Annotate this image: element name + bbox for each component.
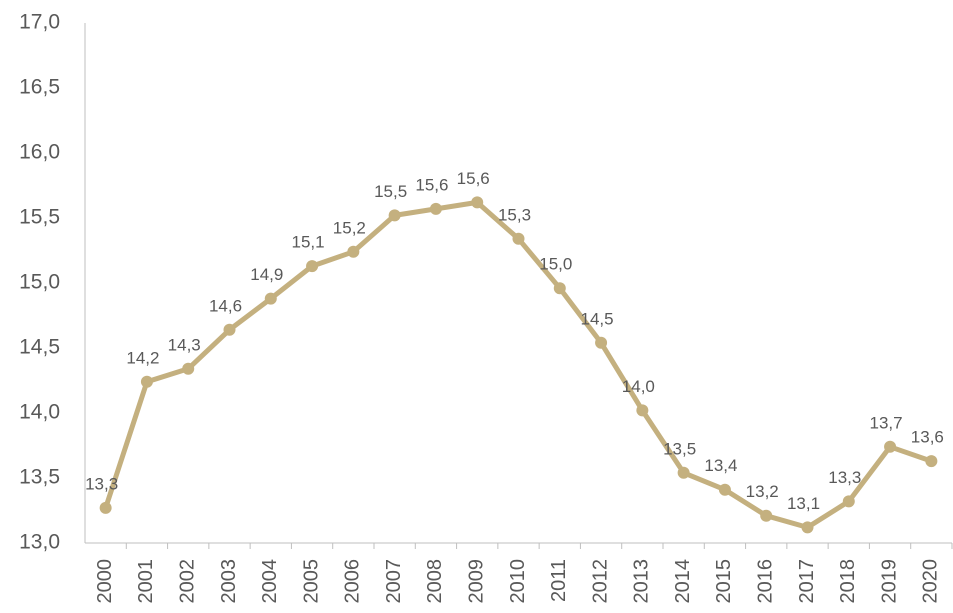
- x-tick-label: 2005: [300, 559, 322, 604]
- point: [99, 501, 112, 514]
- point: [140, 375, 153, 388]
- data-label: 14,5: [581, 309, 614, 328]
- y-tick-label: 15,5: [19, 206, 60, 229]
- data-label: 13,5: [663, 439, 696, 458]
- data-label: 15,5: [374, 182, 407, 201]
- x-tick-label: 2001: [135, 559, 157, 604]
- point: [677, 466, 690, 479]
- data-label: 13,6: [911, 428, 944, 447]
- y-tick-label: 13,0: [19, 531, 60, 554]
- point: [223, 323, 236, 336]
- x-tick-label: 2016: [754, 559, 776, 604]
- point: [388, 209, 401, 222]
- data-label: 13,1: [787, 494, 820, 513]
- x-tick-label: 2003: [218, 559, 240, 604]
- x-tick-label: 2010: [507, 559, 529, 604]
- data-label: 15,3: [498, 205, 531, 224]
- data-label: 15,2: [333, 218, 366, 237]
- point: [760, 509, 773, 522]
- point: [347, 245, 360, 258]
- point: [925, 455, 938, 468]
- y-tick-label: 16,0: [19, 141, 60, 164]
- point: [512, 232, 525, 245]
- data-label: 13,2: [746, 482, 779, 501]
- x-tick-label: 2015: [713, 559, 735, 604]
- data-label: 15,1: [292, 233, 325, 252]
- point: [801, 521, 814, 534]
- data-label: 14,0: [622, 377, 655, 396]
- data-label: 14,3: [168, 335, 201, 354]
- point: [842, 495, 855, 508]
- point: [553, 282, 566, 295]
- data-label: 13,3: [828, 468, 861, 487]
- data-label: 13,7: [870, 413, 903, 432]
- point: [429, 202, 442, 215]
- y-tick-label: 15,0: [19, 271, 60, 294]
- x-tick-label: 2013: [631, 559, 653, 604]
- x-tick-label: 2009: [465, 559, 487, 604]
- x-tick-label: 2018: [837, 559, 859, 604]
- point: [182, 362, 195, 375]
- x-tick-label: 2008: [424, 559, 446, 604]
- x-tick-label: 2000: [94, 559, 116, 604]
- data-label: 15,6: [415, 175, 448, 194]
- point: [884, 440, 897, 453]
- line: [103, 199, 933, 530]
- x-tick-label: 2014: [672, 559, 694, 604]
- data-label: 13,3: [85, 474, 118, 493]
- x-tick-label: 2020: [920, 559, 942, 604]
- data-label: 15,0: [539, 255, 572, 274]
- point: [471, 196, 484, 209]
- x-tick-label: 2006: [342, 559, 364, 604]
- point: [636, 404, 649, 417]
- y-tick-label: 17,0: [19, 11, 60, 34]
- data-label: 14,9: [250, 265, 283, 284]
- x-tick-label: 2007: [383, 559, 405, 604]
- x-tick-label: 2011: [548, 559, 570, 602]
- point: [595, 336, 608, 349]
- point: [306, 260, 319, 273]
- point: [718, 483, 731, 496]
- data-label: 13,4: [704, 456, 737, 475]
- y-tick-label: 13,5: [19, 466, 60, 489]
- x-tick-label: 2012: [589, 559, 611, 604]
- y-tick-label: 14,5: [19, 336, 60, 359]
- data-label: 15,6: [457, 169, 490, 188]
- data-label: 14,6: [209, 296, 242, 315]
- data-label: 14,2: [126, 348, 159, 367]
- x-tick-label: 2019: [878, 559, 900, 604]
- x-tick-label: 2017: [796, 559, 818, 604]
- x-tick-label: 2002: [176, 559, 198, 604]
- x-tick-label: 2004: [259, 559, 281, 604]
- y-tick-label: 14,0: [19, 401, 60, 424]
- y-tick-label: 16,5: [19, 76, 60, 99]
- point: [264, 292, 277, 305]
